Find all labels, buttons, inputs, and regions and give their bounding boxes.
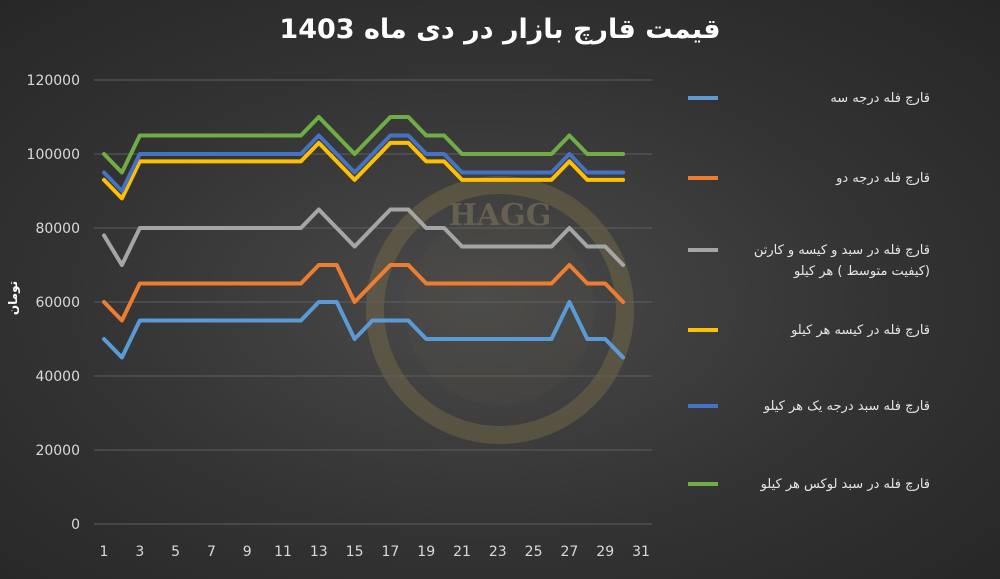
series-line-1 xyxy=(102,300,626,360)
x-tick-label: 21 xyxy=(453,544,471,560)
svg-text:HAGG: HAGG xyxy=(449,198,552,233)
x-tick-label: 15 xyxy=(346,544,364,560)
x-tick-label: 23 xyxy=(489,544,507,560)
x-tick-label: 17 xyxy=(381,544,399,560)
legend-item: قارچ فله درجه دو xyxy=(680,168,930,208)
legend-item: قارچ فله درجه سه xyxy=(680,88,930,128)
legend-swatch xyxy=(688,176,718,180)
x-tick-label: 1 xyxy=(100,544,109,560)
legend-item: قارچ فله در سبد و کیسه و کارتن (کیفیت مت… xyxy=(680,240,930,280)
legend-label: قارچ فله درجه دو xyxy=(836,171,930,186)
y-tick-label: 100000 xyxy=(27,147,80,163)
y-tick-label: 20000 xyxy=(35,443,80,459)
legend-label: قارچ فله درجه سه xyxy=(830,91,930,106)
legend-item: قارچ فله سبد درجه یک هر کیلو xyxy=(680,396,930,436)
series-line-2 xyxy=(102,263,626,323)
y-tick-label: 80000 xyxy=(35,221,80,237)
legend-label: قارچ فله در کیسه هر کیلو xyxy=(791,323,930,338)
x-tick-label: 31 xyxy=(632,544,650,560)
legend-item: قارچ فله در سبد لوکس هر کیلو xyxy=(680,474,930,514)
x-tick-label: 27 xyxy=(560,544,578,560)
x-tick-label: 7 xyxy=(207,544,216,560)
x-tick-labels: 1 3 5 7 9 11 13 15 17 19 21 23 25 27 29 31 xyxy=(100,544,650,560)
legend-swatch xyxy=(688,328,718,332)
series-lines xyxy=(102,115,626,360)
series-line-4 xyxy=(102,140,626,201)
series-line-5 xyxy=(102,133,626,193)
y-tick-label: 0 xyxy=(71,517,80,533)
chart-title: قیمت قارچ بازار در دی ماه 1403 xyxy=(279,14,721,45)
legend-label: قارچ فله سبد درجه یک هر کیلو xyxy=(763,399,930,414)
x-tick-label: 13 xyxy=(310,544,328,560)
legend-swatch xyxy=(688,248,718,252)
legend-swatch xyxy=(688,482,718,486)
x-tick-label: 29 xyxy=(596,544,614,560)
x-tick-label: 9 xyxy=(243,544,252,560)
y-tick-label: 60000 xyxy=(35,295,80,311)
y-tick-label: 120000 xyxy=(27,73,80,89)
y-tick-labels: 0 20000 40000 60000 80000 100000 120000 xyxy=(27,73,80,533)
series-line-6 xyxy=(102,115,626,175)
x-tick-label: 3 xyxy=(135,544,144,560)
series-line-3 xyxy=(102,207,626,267)
legend-label: قارچ فله در سبد لوکس هر کیلو xyxy=(760,477,930,492)
y-tick-label: 40000 xyxy=(35,369,80,385)
x-tick-label: 25 xyxy=(525,544,543,560)
x-tick-label: 11 xyxy=(274,544,292,560)
x-tick-label: 19 xyxy=(417,544,435,560)
legend-item: قارچ فله در کیسه هر کیلو xyxy=(680,320,930,360)
watermark-logo: HAGG xyxy=(366,176,634,444)
x-tick-label: 5 xyxy=(171,544,180,560)
legend-swatch xyxy=(688,404,718,408)
legend-swatch xyxy=(688,96,718,100)
legend-label: قارچ فله در سبد و کیسه و کارتن (کیفیت مت… xyxy=(753,243,930,279)
